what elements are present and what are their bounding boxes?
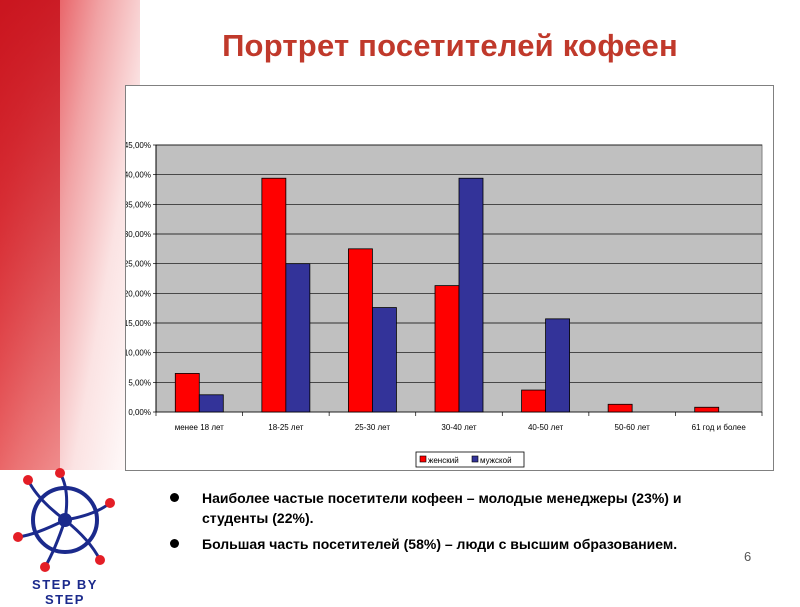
page-number: 6 xyxy=(744,549,752,564)
bar-мужской xyxy=(198,394,224,413)
bar-мужской xyxy=(285,263,311,413)
x-category-label: 25-30 лет xyxy=(355,423,391,432)
bar-женский xyxy=(348,248,373,413)
legend-box xyxy=(415,451,525,468)
x-category-label: 18-25 лет xyxy=(268,423,304,432)
bullet-text-2: Большая часть посетителей (58%) – люди с… xyxy=(202,536,678,552)
step-by-step-logo: STEP BY STEP xyxy=(10,465,120,607)
bar-женский xyxy=(521,389,546,413)
bar-мужской xyxy=(458,177,484,413)
wheel-logo-icon xyxy=(13,468,115,572)
x-category-label: менее 18 лет xyxy=(175,423,224,432)
x-category-label: 40-50 лет xyxy=(528,423,564,432)
y-tick-label: 40,00% xyxy=(126,171,151,180)
y-tick-label: 25,00% xyxy=(126,260,151,269)
y-tick-label: 20,00% xyxy=(126,289,151,298)
chart-frame: 0,00% 5,00% 10,00% 15,00% 20,00% 25,00% 30,00%… xyxy=(125,85,774,471)
bullet-icon xyxy=(170,493,179,502)
bar-мужской xyxy=(372,307,397,413)
y-tick-label: 10,00% xyxy=(126,349,151,358)
y-tick-label: 5,00% xyxy=(128,378,151,387)
bar-женский xyxy=(174,373,200,413)
legend-swatch xyxy=(471,455,479,463)
bullet-list: Наиболее частые посетители кофеен – моло… xyxy=(170,488,730,560)
bar-женский xyxy=(261,177,287,413)
legend-label: мужской xyxy=(480,456,512,465)
y-tick-label: 30,00% xyxy=(126,230,151,239)
x-category-label: 30-40 лет xyxy=(441,423,477,432)
legend-swatch xyxy=(419,455,427,463)
bar-мужской xyxy=(545,318,570,413)
slide-title: Портрет посетителей кофеен xyxy=(222,28,678,63)
bar-женский xyxy=(607,403,633,413)
y-tick-label: 35,00% xyxy=(126,200,151,209)
bullet-icon xyxy=(170,539,179,548)
bullet-item-1: Наиболее частые посетители кофеен – моло… xyxy=(170,488,730,528)
logo-text: STEP BY STEP xyxy=(32,577,98,607)
bar-chart: 0,00% 5,00% 10,00% 15,00% 20,00% 25,00% 30,00%… xyxy=(126,141,763,468)
y-tick-label: 0,00% xyxy=(128,408,151,417)
y-tick-label: 45,00% xyxy=(126,141,151,150)
x-category-label: 61 год и более xyxy=(692,423,747,432)
bar-женский xyxy=(434,285,460,413)
left-decoration xyxy=(0,0,140,470)
bullet-text-1: Наиболее частые посетители кофеен – моло… xyxy=(202,490,682,526)
bullet-item-2: Большая часть посетителей (58%) – люди с… xyxy=(170,534,730,554)
legend-label: женский xyxy=(428,456,459,465)
x-category-label: 50-60 лет xyxy=(615,423,651,432)
bar-женский xyxy=(694,406,720,413)
y-tick-label: 15,00% xyxy=(126,319,151,328)
